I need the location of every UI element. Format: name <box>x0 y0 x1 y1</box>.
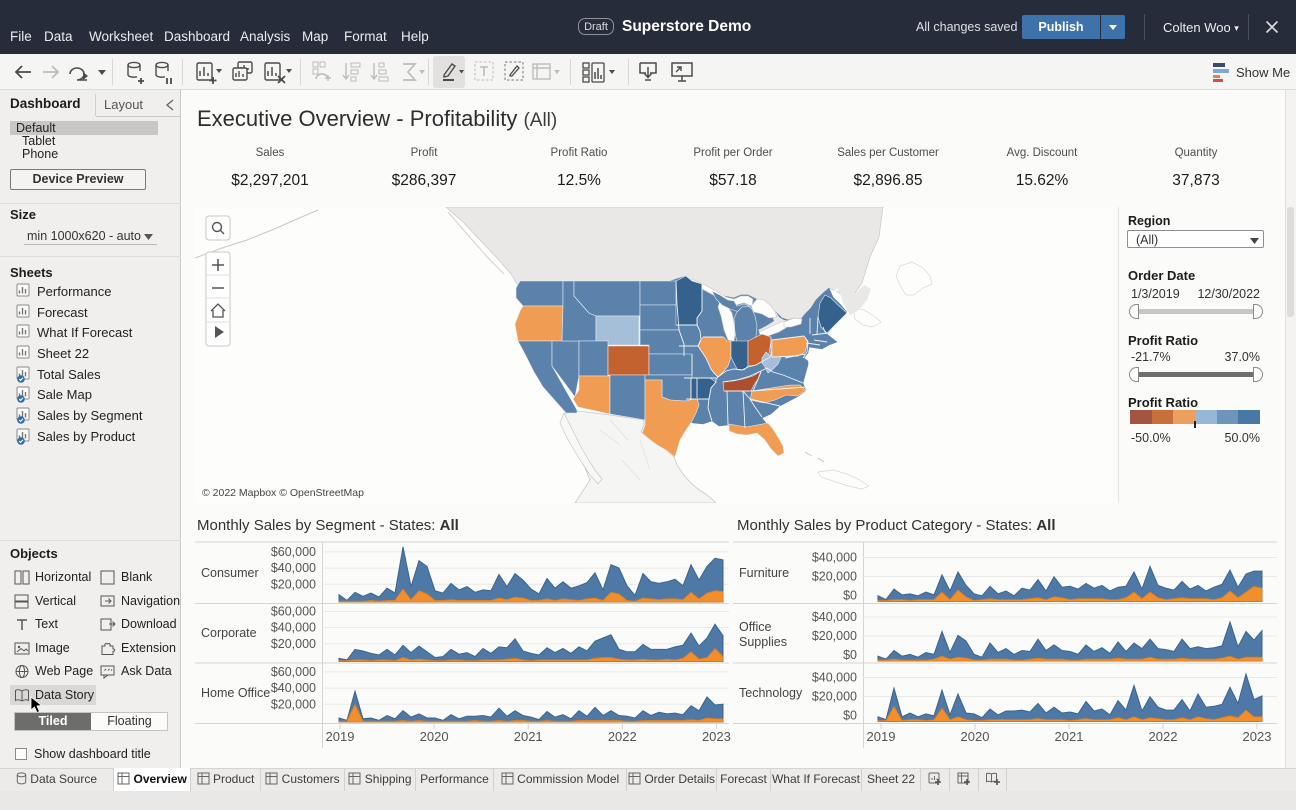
svg-text:Home Office: Home Office <box>201 686 270 700</box>
svg-text:2021: 2021 <box>514 729 543 744</box>
svg-text:2021: 2021 <box>1055 729 1084 744</box>
svg-text:$0: $0 <box>843 648 857 662</box>
svg-text:$20,000: $20,000 <box>812 690 857 704</box>
svg-text:$20,000: $20,000 <box>271 637 316 651</box>
svg-text:Corporate: Corporate <box>201 626 257 640</box>
svg-text:$40,000: $40,000 <box>271 561 316 575</box>
svg-text:$0: $0 <box>843 589 857 603</box>
svg-text:Technology: Technology <box>739 686 803 700</box>
svg-text:2019: 2019 <box>867 729 896 744</box>
svg-text:2020: 2020 <box>420 729 449 744</box>
svg-text:$60,000: $60,000 <box>271 604 316 618</box>
svg-text:$20,000: $20,000 <box>271 577 316 591</box>
svg-text:© 2022 Mapbox © OpenStreetMap: © 2022 Mapbox © OpenStreetMap <box>202 487 364 499</box>
svg-text:Monthly Sales by Segment - Sta: Monthly Sales by Segment - States: All <box>197 517 459 534</box>
svg-text:Office: Office <box>739 620 771 634</box>
svg-text:$20,000: $20,000 <box>271 697 316 711</box>
svg-text:2023: 2023 <box>702 729 731 744</box>
svg-text:$40,000: $40,000 <box>271 681 316 695</box>
svg-text:2020: 2020 <box>961 729 990 744</box>
svg-text:Consumer: Consumer <box>201 566 259 580</box>
svg-text:2022: 2022 <box>1149 729 1178 744</box>
svg-text:Monthly Sales by Product Categ: Monthly Sales by Product Category - Stat… <box>737 517 1055 534</box>
svg-text:Furniture: Furniture <box>739 566 789 580</box>
svg-text:Supplies: Supplies <box>739 635 787 649</box>
svg-text:$40,000: $40,000 <box>812 671 857 685</box>
svg-text:$60,000: $60,000 <box>271 545 316 559</box>
svg-text:2019: 2019 <box>326 729 355 744</box>
svg-text:$60,000: $60,000 <box>271 665 316 679</box>
svg-text:$20,000: $20,000 <box>812 629 857 643</box>
svg-text:$40,000: $40,000 <box>812 551 857 565</box>
svg-text:$40,000: $40,000 <box>812 610 857 624</box>
svg-text:$0: $0 <box>843 709 857 723</box>
svg-text:2023: 2023 <box>1243 729 1272 744</box>
svg-text:2022: 2022 <box>608 729 637 744</box>
svg-text:$40,000: $40,000 <box>271 621 316 635</box>
svg-text:$20,000: $20,000 <box>812 570 857 584</box>
